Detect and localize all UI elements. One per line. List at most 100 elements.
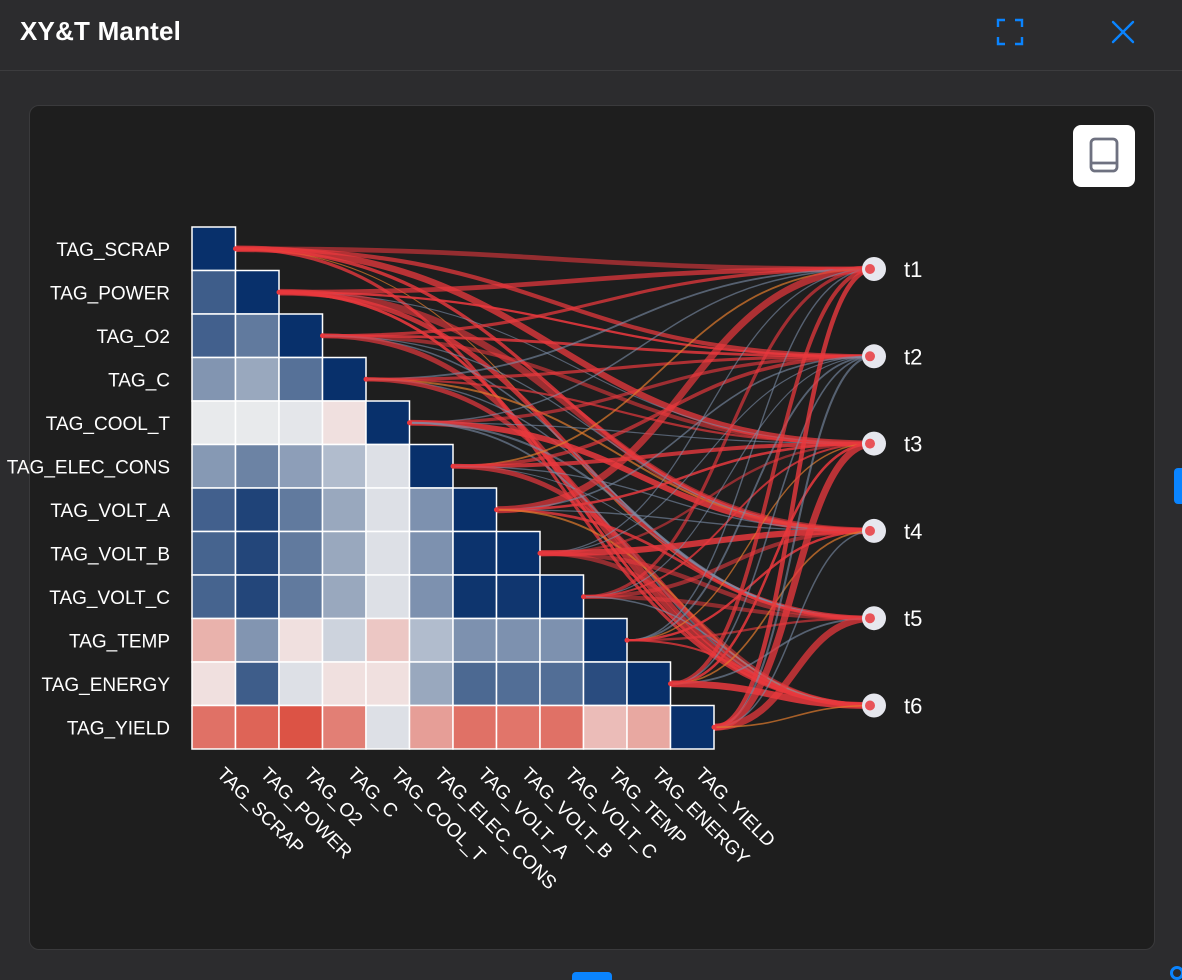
side-handle[interactable] <box>1174 468 1182 504</box>
heatmap-cell <box>321 661 367 707</box>
link-source-point <box>537 550 543 556</box>
heatmap-cell <box>321 356 367 402</box>
heatmap-cell <box>191 226 237 272</box>
mantel-link <box>626 268 875 641</box>
target-label: t4 <box>904 519 922 544</box>
book-icon <box>1089 137 1119 173</box>
mantel-link <box>713 704 875 729</box>
heatmap-cell <box>495 617 541 663</box>
row-label: TAG_POWER <box>50 283 170 304</box>
mantel-link <box>322 267 875 338</box>
heatmap-cell <box>234 356 280 402</box>
link-source-point <box>624 637 630 643</box>
heatmap-cell <box>321 704 367 750</box>
heatmap-cell <box>365 574 411 620</box>
row-label: TAG_C <box>108 370 170 391</box>
target-label: t2 <box>904 344 922 369</box>
book-button[interactable] <box>1073 125 1135 187</box>
heatmap-cell <box>495 661 541 707</box>
heatmap-cell <box>191 443 237 489</box>
bottom-handle[interactable] <box>572 972 612 980</box>
mantel-link <box>539 268 875 554</box>
mantel-link <box>409 422 875 445</box>
mantel-link <box>365 354 875 381</box>
heatmap-cell <box>539 617 585 663</box>
mantel-link <box>670 355 875 685</box>
heatmap-cell <box>365 530 411 576</box>
mantel-link <box>496 355 875 511</box>
mantel-link <box>713 614 875 731</box>
heatmap-cell <box>452 661 498 707</box>
heatmap-cell <box>191 574 237 620</box>
mantel-link <box>583 442 875 598</box>
mantel-link <box>670 442 875 686</box>
target-node-hub <box>865 613 875 624</box>
mantel-links <box>235 245 875 731</box>
heatmap-cell <box>321 487 367 533</box>
row-label: TAG_VOLT_B <box>50 544 170 565</box>
target-node-hub <box>865 525 875 536</box>
row-label: TAG_VOLT_C <box>49 588 170 609</box>
close-button[interactable] <box>1101 12 1145 52</box>
corner-handle[interactable] <box>1170 966 1182 980</box>
row-label: TAG_O2 <box>96 327 170 348</box>
fullscreen-button[interactable] <box>988 12 1032 52</box>
window-header: XY&T Mantel <box>0 0 1182 71</box>
row-label: TAG_ENERGY <box>42 675 171 696</box>
heatmap-cell <box>365 487 411 533</box>
row-label: TAG_TEMP <box>69 631 170 652</box>
mantel-link <box>626 617 875 642</box>
mantel-link <box>496 265 875 514</box>
heatmap-cell <box>408 704 454 750</box>
mantel-link <box>322 333 875 446</box>
correlation-heatmap <box>191 226 715 750</box>
mantel-link <box>365 268 875 381</box>
target-label: t5 <box>904 606 922 631</box>
heatmap-cell <box>539 574 585 620</box>
link-source-point <box>276 289 282 295</box>
mantel-link <box>409 268 875 424</box>
mantel-link <box>496 442 875 512</box>
heatmap-cell <box>582 704 628 750</box>
row-label: TAG_YIELD <box>67 718 170 739</box>
heatmap-cell <box>365 617 411 663</box>
heatmap-cell <box>539 704 585 750</box>
heatmap-cell <box>234 400 280 446</box>
heatmap-cell <box>234 661 280 707</box>
heatmap-cell <box>539 661 585 707</box>
heatmap-cell <box>278 443 324 489</box>
heatmap-cell <box>234 269 280 315</box>
heatmap-cell <box>278 704 324 750</box>
heatmap-cell <box>408 443 454 489</box>
link-source-point <box>320 333 325 339</box>
link-source-point <box>407 420 412 426</box>
heatmap-cell <box>278 400 324 446</box>
mantel-link <box>583 594 875 621</box>
heatmap-cell <box>408 574 454 620</box>
fullscreen-icon <box>996 18 1024 46</box>
mantel-link <box>713 266 875 730</box>
heatmap-cell <box>191 400 237 446</box>
mantel-link <box>409 354 875 425</box>
heatmap-cell <box>408 661 454 707</box>
heatmap-cell <box>408 487 454 533</box>
target-node-hub <box>865 700 875 711</box>
heatmap-cell <box>582 661 628 707</box>
target-node-hub <box>865 264 875 274</box>
mantel-link <box>670 267 875 686</box>
heatmap-cell <box>278 313 324 359</box>
target-label: t3 <box>904 432 922 457</box>
heatmap-cell <box>408 530 454 576</box>
heatmap-cell <box>191 617 237 663</box>
row-label: TAG_COOL_T <box>46 414 171 435</box>
mantel-link <box>713 530 875 728</box>
mantel-link <box>235 245 875 447</box>
heatmap-cell <box>452 617 498 663</box>
heatmap-cell <box>191 356 237 402</box>
link-source-point <box>668 681 673 687</box>
heatmap-cell <box>234 530 280 576</box>
heatmap-cell <box>278 356 324 402</box>
link-source-point <box>363 376 369 382</box>
mantel-link <box>583 528 875 599</box>
link-source-point <box>450 463 456 469</box>
